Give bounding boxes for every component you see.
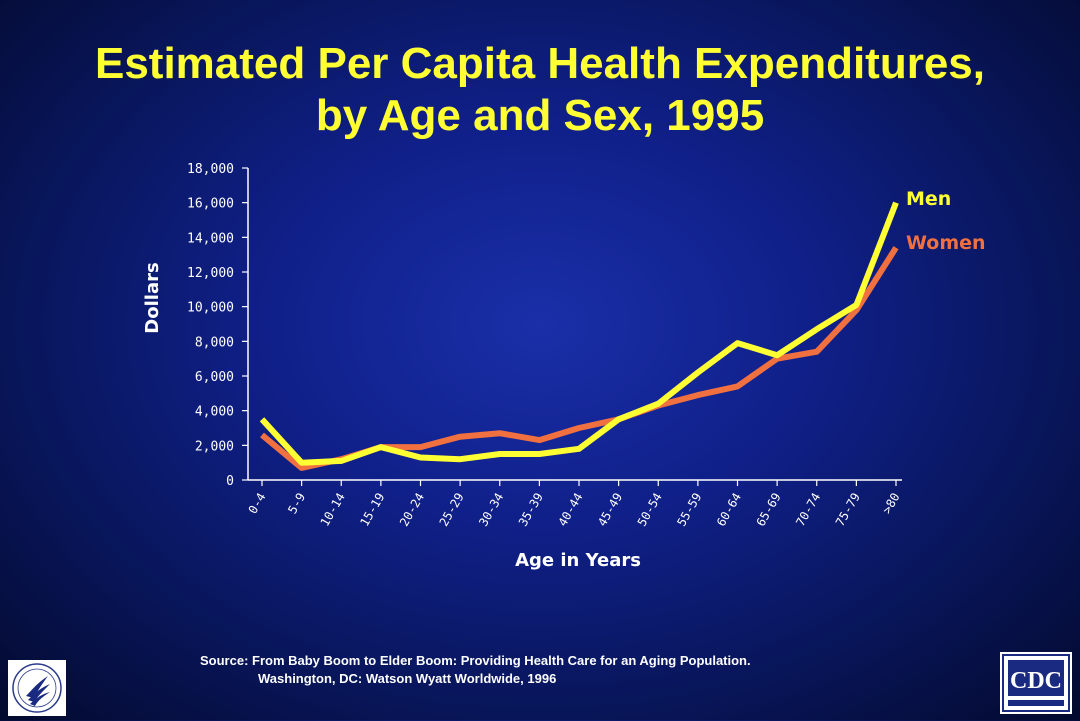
source-note: Source: From Baby Boom to Elder Boom: Pr…: [200, 652, 751, 688]
hhs-eagle-seal-icon: [8, 660, 66, 716]
x-tick-label: 35-39: [516, 491, 546, 529]
x-tick-label: 15-19: [357, 491, 387, 529]
x-tick-label: 55-59: [674, 491, 704, 529]
x-tick-label: 70-74: [793, 491, 823, 529]
x-axis-label: Age in Years: [515, 550, 641, 571]
y-tick-label: 6,000: [195, 370, 234, 385]
y-tick-label: 0: [226, 474, 234, 489]
title-line-1: Estimated Per Capita Health Expenditures…: [94, 39, 986, 88]
x-tick-label: 75-79: [833, 491, 863, 529]
x-tick-label: 45-49: [595, 491, 625, 529]
y-tick-label: 2,000: [195, 439, 234, 454]
legend-label-women: Women: [906, 232, 986, 254]
y-tick-label: 8,000: [195, 335, 234, 350]
series-line-men: [259, 201, 899, 466]
x-tick-label: 10-14: [318, 491, 348, 529]
cdc-logo-text: CDC: [1010, 668, 1062, 694]
series-line-women: [260, 246, 899, 471]
y-tick-label: 16,000: [187, 197, 234, 212]
x-tick-label: >80: [880, 491, 903, 517]
y-tick-label: 18,000: [187, 162, 234, 177]
x-tick-label: 20-24: [397, 491, 427, 529]
x-tick-label: 0-4: [246, 491, 269, 517]
y-tick-label: 10,000: [187, 301, 234, 316]
x-tick-label: 60-64: [714, 491, 744, 529]
y-tick-label: 14,000: [187, 231, 234, 246]
x-tick-label: 30-34: [476, 491, 506, 529]
y-axis-label: Dollars: [142, 262, 163, 333]
y-tick-label: 12,000: [187, 266, 234, 281]
legend-label-men: Men: [906, 188, 951, 210]
y-tick-label: 4,000: [195, 405, 234, 420]
x-tick-label: 5-9: [285, 491, 308, 517]
x-tick-label: 40-44: [555, 491, 585, 529]
source-line-1: Source: From Baby Boom to Elder Boom: Pr…: [200, 653, 751, 668]
chart-title: Estimated Per Capita Health Expenditures…: [0, 38, 1080, 142]
x-tick-label: 25-29: [437, 491, 467, 529]
x-tick-label: 65-69: [754, 491, 784, 529]
source-line-2: Washington, DC: Watson Wyatt Worldwide, …: [258, 671, 557, 686]
x-tick-label: 50-54: [635, 491, 665, 529]
title-line-2: by Age and Sex, 1995: [315, 91, 765, 140]
cdc-logo-icon: CDC: [1000, 652, 1072, 714]
